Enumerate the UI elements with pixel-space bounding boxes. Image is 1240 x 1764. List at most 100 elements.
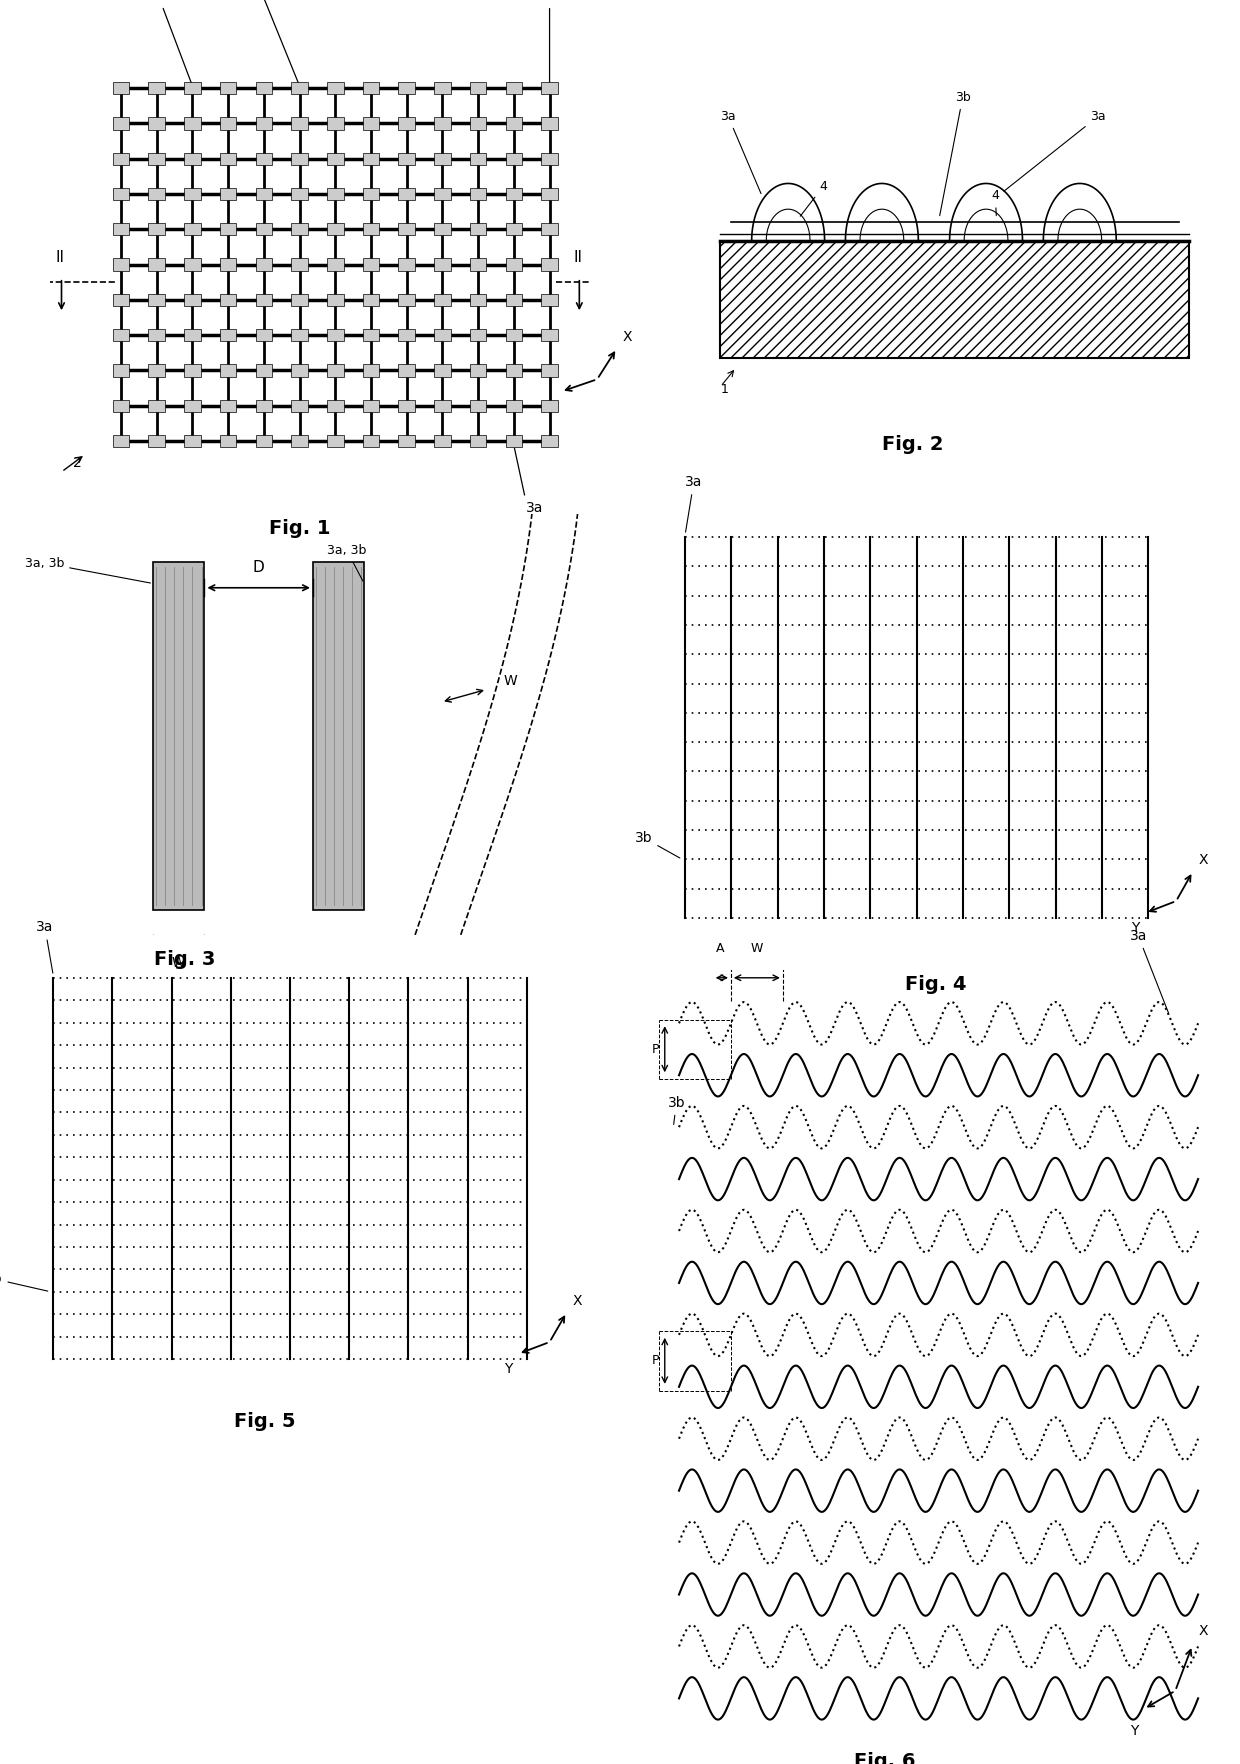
- Polygon shape: [149, 258, 165, 270]
- Polygon shape: [219, 293, 237, 307]
- Text: Fig. 2: Fig. 2: [883, 436, 944, 453]
- Polygon shape: [541, 365, 558, 377]
- Polygon shape: [434, 400, 451, 411]
- Polygon shape: [470, 153, 486, 164]
- Polygon shape: [184, 434, 201, 446]
- Polygon shape: [219, 328, 237, 342]
- Polygon shape: [398, 365, 415, 377]
- Polygon shape: [113, 258, 129, 270]
- Polygon shape: [291, 222, 308, 235]
- Polygon shape: [398, 258, 415, 270]
- Polygon shape: [434, 116, 451, 131]
- Polygon shape: [327, 400, 343, 411]
- Polygon shape: [434, 434, 451, 446]
- FancyBboxPatch shape: [720, 240, 1189, 358]
- Polygon shape: [184, 81, 201, 93]
- Polygon shape: [541, 258, 558, 270]
- Polygon shape: [362, 116, 379, 131]
- Polygon shape: [470, 222, 486, 235]
- Text: II: II: [56, 249, 64, 265]
- Polygon shape: [434, 81, 451, 93]
- Text: Y: Y: [547, 400, 556, 415]
- Polygon shape: [327, 365, 343, 377]
- Polygon shape: [184, 187, 201, 199]
- Polygon shape: [541, 81, 558, 93]
- Polygon shape: [255, 293, 273, 307]
- Polygon shape: [149, 434, 165, 446]
- Polygon shape: [541, 400, 558, 411]
- Text: P: P: [651, 1355, 660, 1367]
- Polygon shape: [327, 116, 343, 131]
- Text: 4: 4: [156, 0, 191, 83]
- Polygon shape: [398, 81, 415, 93]
- Polygon shape: [398, 187, 415, 199]
- Polygon shape: [434, 258, 451, 270]
- Polygon shape: [291, 258, 308, 270]
- Polygon shape: [255, 328, 273, 342]
- Text: X: X: [622, 330, 632, 344]
- Text: 4: 4: [258, 0, 299, 83]
- Text: 3b: 3b: [549, 0, 567, 83]
- Polygon shape: [506, 328, 522, 342]
- Polygon shape: [184, 153, 201, 164]
- Polygon shape: [113, 328, 129, 342]
- Polygon shape: [219, 434, 237, 446]
- Polygon shape: [327, 81, 343, 93]
- Text: 3a: 3a: [1130, 930, 1168, 1013]
- Polygon shape: [470, 81, 486, 93]
- Polygon shape: [506, 258, 522, 270]
- Polygon shape: [255, 365, 273, 377]
- Polygon shape: [327, 434, 343, 446]
- Polygon shape: [184, 293, 201, 307]
- Polygon shape: [541, 222, 558, 235]
- Polygon shape: [113, 222, 129, 235]
- Polygon shape: [219, 365, 237, 377]
- Polygon shape: [470, 258, 486, 270]
- Text: W: W: [750, 942, 763, 954]
- Polygon shape: [470, 328, 486, 342]
- Polygon shape: [362, 81, 379, 93]
- Polygon shape: [327, 187, 343, 199]
- Text: 3b: 3b: [940, 92, 971, 215]
- Polygon shape: [219, 222, 237, 235]
- Polygon shape: [113, 81, 129, 93]
- Polygon shape: [113, 187, 129, 199]
- Polygon shape: [327, 258, 343, 270]
- Polygon shape: [255, 222, 273, 235]
- Text: 2: 2: [73, 457, 82, 471]
- Polygon shape: [541, 434, 558, 446]
- Polygon shape: [149, 222, 165, 235]
- Polygon shape: [434, 153, 451, 164]
- Polygon shape: [113, 434, 129, 446]
- Polygon shape: [291, 187, 308, 199]
- Polygon shape: [470, 434, 486, 446]
- Polygon shape: [541, 116, 558, 131]
- Text: 3a: 3a: [515, 448, 543, 515]
- Polygon shape: [470, 400, 486, 411]
- Text: 4: 4: [991, 189, 999, 215]
- Polygon shape: [362, 365, 379, 377]
- Text: 3a: 3a: [684, 475, 703, 533]
- Polygon shape: [506, 153, 522, 164]
- Text: 3b: 3b: [0, 1272, 48, 1291]
- Polygon shape: [506, 293, 522, 307]
- Polygon shape: [434, 328, 451, 342]
- Polygon shape: [506, 222, 522, 235]
- Polygon shape: [506, 365, 522, 377]
- Polygon shape: [434, 222, 451, 235]
- Text: W: W: [172, 956, 186, 970]
- Polygon shape: [184, 365, 201, 377]
- Text: 3a: 3a: [720, 109, 761, 194]
- Polygon shape: [327, 222, 343, 235]
- Polygon shape: [327, 328, 343, 342]
- Text: 3b: 3b: [635, 831, 680, 857]
- Polygon shape: [113, 116, 129, 131]
- Polygon shape: [184, 258, 201, 270]
- Polygon shape: [398, 222, 415, 235]
- Text: D: D: [253, 559, 264, 575]
- Polygon shape: [470, 293, 486, 307]
- Polygon shape: [506, 187, 522, 199]
- Polygon shape: [434, 187, 451, 199]
- Text: Y: Y: [1131, 921, 1140, 935]
- Polygon shape: [184, 400, 201, 411]
